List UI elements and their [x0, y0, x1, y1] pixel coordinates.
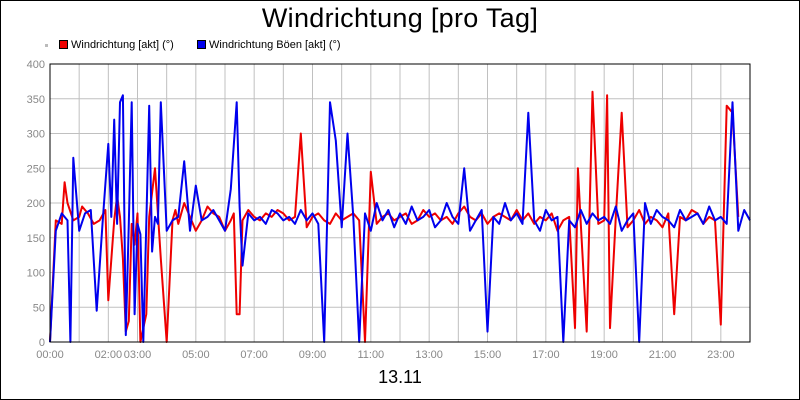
x-tick-label: 11:00 — [357, 349, 384, 361]
y-tick-label: 100 — [27, 268, 45, 280]
y-axis-ticks: 0 50 100 150 200 250 300 350 400 — [27, 59, 45, 349]
legend-swatch-red — [59, 39, 68, 49]
x-tick-label: 03:00 — [124, 349, 152, 361]
x-tick-label: 00:00 — [36, 349, 64, 361]
chart-title: Windrichtung [pro Tag] — [261, 3, 539, 33]
x-axis-label: 13.11 — [378, 367, 422, 387]
y-tick-label: 150 — [27, 233, 45, 245]
legend-item-windrichtung-boeen: Windrichtung Böen [akt] (°) — [197, 39, 341, 51]
x-tick-label: 05:00 — [182, 349, 210, 361]
x-tick-label: 07:00 — [240, 349, 268, 361]
grid — [50, 64, 750, 342]
x-tick-label: 02:00 — [95, 349, 123, 361]
x-tick-label: 19:00 — [590, 349, 618, 361]
plot-border — [49, 63, 751, 343]
x-tick-label: 13:00 — [415, 349, 443, 361]
legend-marker-dot — [45, 44, 48, 47]
y-tick-label: 250 — [27, 163, 45, 175]
legend-swatch-blue — [197, 39, 206, 49]
y-tick-label: 50 — [33, 302, 45, 314]
y-tick-label: 200 — [27, 198, 45, 210]
legend-item-windrichtung: Windrichtung [akt] (°) — [59, 39, 174, 51]
y-tick-label: 400 — [27, 59, 45, 71]
x-tick-label: 17:00 — [532, 349, 560, 361]
x-tick-label: 23:00 — [707, 349, 735, 361]
legend-label-windrichtung-boeen: Windrichtung Böen [akt] (°) — [209, 39, 341, 51]
y-tick-label: 350 — [27, 94, 45, 106]
y-tick-label: 0 — [39, 337, 45, 349]
legend-label-windrichtung: Windrichtung [akt] (°) — [71, 39, 174, 51]
series-layer — [49, 90, 751, 343]
x-tick-label: 15:00 — [474, 349, 502, 361]
series-line-windrichtung-boeen — [49, 94, 751, 343]
x-axis-ticks: 00:00 02:00 03:00 05:00 07:00 09:00 11:00 13:00… — [36, 349, 734, 361]
series-line-windrichtung — [49, 90, 740, 343]
y-tick-label: 300 — [27, 129, 45, 141]
x-tick-label: 09:00 — [299, 349, 327, 361]
x-tick-label: 21:00 — [649, 349, 677, 361]
